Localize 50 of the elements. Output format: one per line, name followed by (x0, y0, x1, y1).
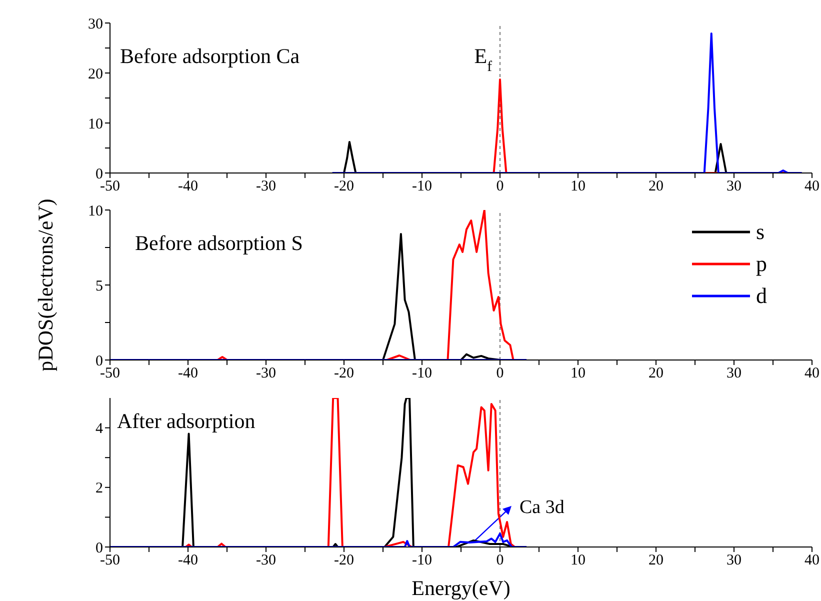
x-tick-label: -40 (178, 552, 198, 569)
legend-label: p (756, 251, 767, 276)
x-tick-label: -50 (100, 178, 120, 195)
x-tick-label: -10 (412, 178, 432, 195)
x-tick-label: -20 (334, 552, 354, 569)
x-tick-label: 0 (496, 178, 504, 195)
x-tick-label: 10 (570, 366, 586, 382)
x-tick-label: -50 (100, 366, 120, 382)
legend-label: d (756, 283, 767, 308)
y-tick-label: 30 (88, 16, 103, 32)
x-tick-label: 30 (726, 366, 742, 382)
annotation: After adsorption (117, 409, 256, 433)
ref-line-label: E$_{f}$ (474, 44, 492, 75)
y-tick-label: 0 (96, 166, 103, 182)
y-tick-label: 10 (88, 203, 103, 220)
x-axis-title: Energy(eV) (412, 576, 510, 600)
x-tick-label: 40 (804, 552, 820, 569)
y-tick-label: 10 (88, 116, 103, 132)
x-tick-label: -30 (256, 178, 276, 195)
x-tick-label: -30 (256, 552, 276, 569)
y-tick-label: 4 (96, 421, 104, 438)
x-tick-label: -10 (412, 552, 432, 569)
annotation: Ca 3d (519, 496, 565, 518)
x-tick-label: -10 (412, 366, 432, 382)
x-tick-label: -20 (334, 178, 354, 195)
x-tick-label: 30 (726, 178, 742, 195)
x-tick-label: 40 (804, 366, 820, 382)
x-tick-label: 20 (648, 366, 664, 382)
x-tick-label: 10 (570, 552, 586, 569)
x-tick-label: -20 (334, 366, 354, 382)
annotation: Before adsorption Ca (120, 44, 300, 68)
y-tick-label: 2 (96, 480, 103, 497)
y-axis-title: pDOS(electrons/eV) (33, 198, 58, 372)
y-tick-label: 0 (96, 353, 103, 370)
x-tick-label: -30 (256, 366, 276, 382)
x-tick-label: 0 (496, 366, 504, 382)
y-tick-label: 20 (88, 66, 103, 82)
x-tick-label: 20 (648, 552, 664, 569)
x-tick-label: -40 (178, 178, 198, 195)
x-tick-label: 10 (570, 178, 586, 195)
x-tick-label: 0 (496, 552, 504, 569)
x-tick-label: 20 (648, 178, 664, 195)
x-tick-label: 30 (726, 552, 742, 569)
annotation: Before adsorption S (135, 231, 303, 255)
y-tick-label: 5 (96, 278, 103, 294)
y-tick-label: 0 (96, 540, 103, 556)
x-tick-label: -50 (100, 552, 120, 569)
x-tick-label: -40 (178, 366, 198, 382)
x-tick-label: 40 (804, 178, 820, 195)
legend-label: s (756, 219, 765, 244)
